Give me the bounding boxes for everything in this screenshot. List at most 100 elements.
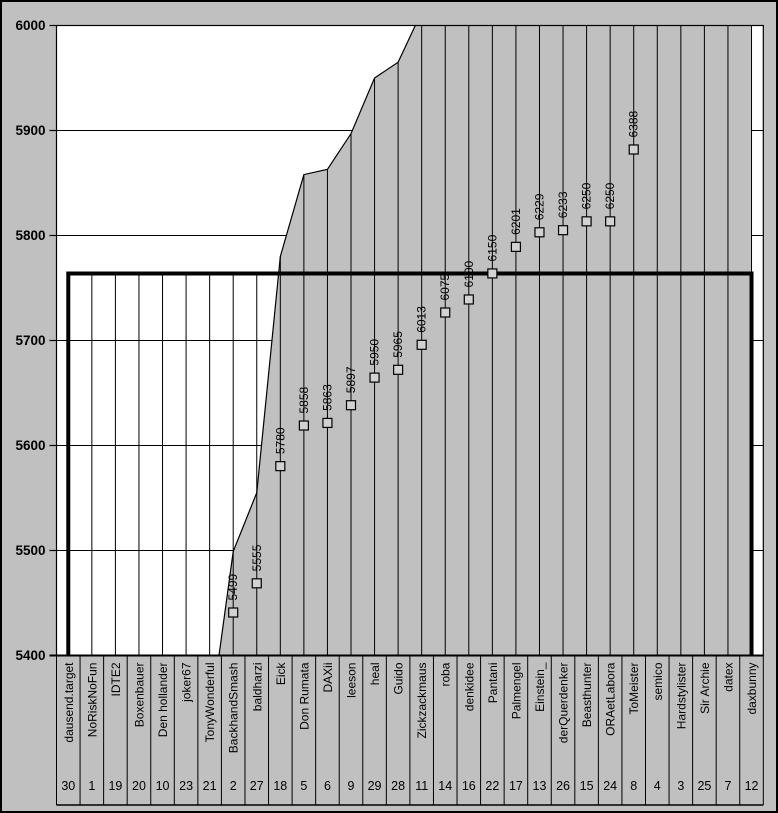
marker-value-label: 5965 <box>391 331 405 358</box>
target-line <box>66 271 754 656</box>
data-point-marker <box>416 339 427 350</box>
player-rank-label: 3 <box>677 779 684 793</box>
player-rank-label: 8 <box>630 779 637 793</box>
player-rank-label: 13 <box>533 779 547 793</box>
player-rank-label: 17 <box>509 779 523 793</box>
player-name-label: joker67 <box>180 662 194 703</box>
data-point-marker <box>369 372 380 383</box>
area-series-border <box>218 25 416 656</box>
player-name-label: Palmengel <box>509 663 523 720</box>
marker-value-label: 5555 <box>250 544 264 571</box>
y-axis-label: 5600 <box>15 438 45 453</box>
player-rank-label: 1 <box>88 779 95 793</box>
player-rank-label: 10 <box>156 779 170 793</box>
player-name-label: baldharzi <box>250 663 264 712</box>
player-name-label: Don Rumata <box>297 662 311 730</box>
marker-value-label: 6233 <box>556 191 570 218</box>
player-name-label: Eick <box>274 662 288 686</box>
data-point-marker <box>345 400 357 411</box>
player-name-label: Beasthunter <box>580 663 594 728</box>
data-point-marker <box>393 364 404 375</box>
y-axis-label: 5500 <box>15 543 45 558</box>
player-name-label: datex <box>721 663 735 692</box>
player-rank-label: 16 <box>462 779 476 793</box>
data-point-marker <box>534 227 545 238</box>
data-point-marker <box>440 307 451 318</box>
data-point-marker <box>628 144 639 155</box>
marker-value-label: 6388 <box>627 110 641 137</box>
marker-value-label: 6150 <box>485 234 499 261</box>
area-series <box>219 25 752 656</box>
player-rank-label: 14 <box>438 779 452 793</box>
player-name-label: DAXii <box>321 663 335 693</box>
player-name-label: Guido <box>392 662 406 694</box>
marker-value-label: 5499 <box>226 573 240 600</box>
data-point-marker <box>251 578 262 589</box>
marker-value-label: 6013 <box>415 306 429 333</box>
player-name-label: ORAetLabora <box>604 662 618 736</box>
marker-value-label: 6075 <box>438 273 452 300</box>
player-name-label: IDTE2 <box>109 662 123 696</box>
marker-value-label: 5780 <box>273 427 287 454</box>
player-rank-label: 12 <box>745 779 759 793</box>
player-rank-label: 9 <box>348 779 355 793</box>
y-axis-label: 5800 <box>15 228 45 243</box>
player-rank-label: 26 <box>556 779 570 793</box>
player-rank-label: 11 <box>415 779 428 793</box>
player-name-label: ToMeister <box>627 662 641 714</box>
player-rank-label: 18 <box>273 779 287 793</box>
data-point-marker <box>322 417 333 429</box>
player-rank-label: 5 <box>300 779 307 793</box>
data-point-marker <box>275 461 286 472</box>
player-rank-label: 6 <box>324 779 331 793</box>
player-rank-label: 23 <box>179 779 193 793</box>
player-rank-label: 19 <box>108 779 122 793</box>
player-name-label: Den hollander <box>156 662 170 737</box>
data-point-marker <box>557 225 569 236</box>
data-point-marker <box>463 294 474 305</box>
player-name-label: NoRiskNoFun <box>85 663 99 738</box>
data-point-marker <box>581 216 592 227</box>
data-point-marker <box>487 268 498 279</box>
y-axis-label: 5900 <box>15 123 45 138</box>
player-rank-label: 25 <box>697 779 711 793</box>
marker-value-label: 6100 <box>462 260 476 287</box>
player-name-label: leeson <box>345 663 359 698</box>
player-name-label: Pantani <box>486 663 500 704</box>
player-name-label: heal <box>368 663 382 686</box>
marker-value-label: 5897 <box>344 366 358 393</box>
marker-value-label: 5858 <box>297 386 311 413</box>
player-name-label: Hardstylister <box>674 663 688 730</box>
player-rank-label: 21 <box>203 779 217 793</box>
player-rank-label: 2 <box>230 779 237 793</box>
player-rank-label: 27 <box>250 779 264 793</box>
player-rank-label: 4 <box>654 779 661 793</box>
player-name-label: BackhandSmash <box>227 663 241 754</box>
y-axis-label: 5400 <box>15 648 45 663</box>
data-point-marker <box>510 241 522 252</box>
player-name-label: TonyWonderful <box>203 663 217 743</box>
y-axis-label: 6000 <box>15 18 45 33</box>
player-name-label: roba <box>439 662 453 686</box>
player-name-label: derQuerdenker <box>557 663 571 744</box>
player-name-label: denkidee <box>462 662 476 711</box>
player-rank-label: 7 <box>724 779 731 793</box>
data-point-marker <box>298 420 309 431</box>
player-name-label: Einstein_ <box>533 662 547 712</box>
marker-value-label: 6201 <box>509 208 523 235</box>
data-point-marker <box>228 607 239 618</box>
marker-value-label: 6250 <box>580 182 594 209</box>
player-name-label: dausend.target <box>62 662 76 743</box>
player-name-label: semico <box>651 662 665 700</box>
player-rank-label: 30 <box>61 779 75 793</box>
marker-value-label: 6250 <box>603 182 617 209</box>
player-rank-label: 29 <box>368 779 382 793</box>
marker-value-label: 5950 <box>368 339 382 366</box>
y-axis-label: 5700 <box>15 333 45 348</box>
marker-value-label: 6229 <box>532 193 546 220</box>
player-name-label: Boxenbauer <box>132 662 146 727</box>
player-rank-label: 24 <box>603 779 617 793</box>
player-rank-label: 22 <box>485 779 499 793</box>
marker-value-label: 5863 <box>320 384 334 411</box>
